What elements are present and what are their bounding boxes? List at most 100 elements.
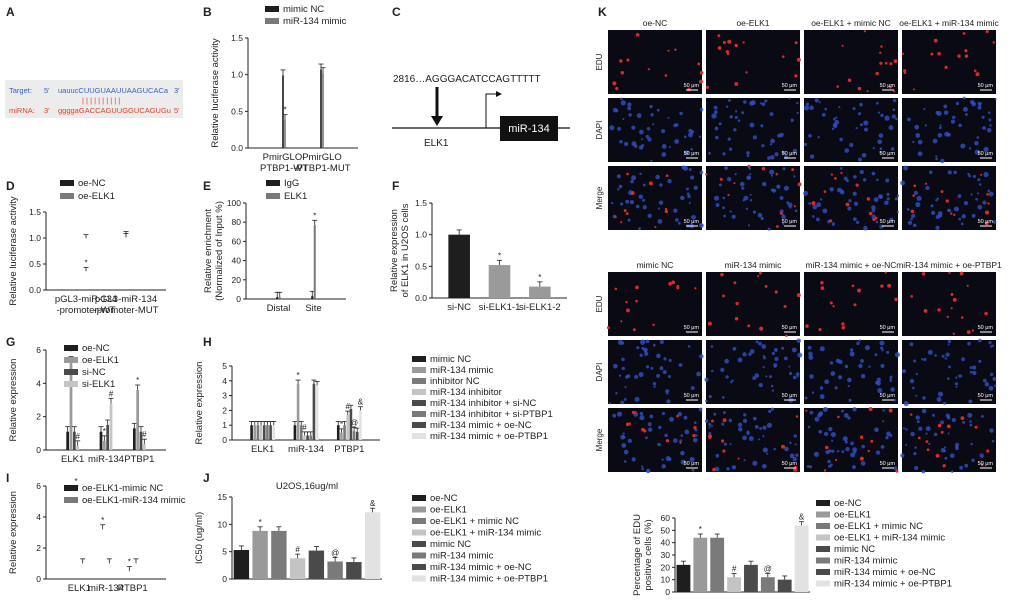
nucleus-dot [991, 439, 995, 443]
legend-label: miR-134 mimic + oe-PTBP1 [430, 431, 548, 442]
legend-swatch [266, 180, 280, 186]
nucleus-dot [928, 170, 933, 174]
edu-dot [733, 281, 737, 285]
nucleus-dot [617, 411, 623, 417]
nucleus-dot [889, 375, 893, 379]
bar [252, 530, 268, 579]
nucleus-dot [914, 124, 920, 130]
nucleus-dot [749, 193, 752, 196]
chart-i: 0 2 4 6 Relative expression * ELK1 * miR-134 * PTB… [8, 477, 186, 594]
y-tick-label: 5 [222, 547, 227, 557]
nucleus-dot [838, 106, 841, 109]
scale-label: 50 μm [684, 83, 700, 89]
significance-mark: * [498, 251, 501, 260]
nucleus-dot [994, 384, 997, 387]
edu-dot [867, 449, 870, 453]
scale-label: 50 μm [782, 83, 798, 89]
nucleus-dot [858, 363, 863, 369]
nucleus-dot [732, 346, 737, 351]
nucleus-dot [808, 133, 812, 138]
row-label: Merge [595, 186, 604, 209]
nucleus-dot [615, 109, 619, 113]
edu-dot [722, 41, 726, 45]
nucleus-dot [830, 371, 836, 376]
y-tick-label: 80 [232, 217, 242, 227]
legend-label: miR-134 inhibitor + si-PTBP1 [430, 409, 553, 420]
nucleus-dot [728, 418, 733, 423]
edu-dot [664, 74, 668, 77]
nucleus-dot [863, 120, 869, 126]
nucleus-dot [782, 167, 786, 171]
nucleus-dot [814, 416, 820, 422]
nucleus-dot [969, 370, 973, 374]
nucleus-dot [704, 377, 709, 382]
edu-dot [880, 284, 884, 288]
edu-dot [805, 324, 809, 328]
bar [253, 425, 257, 440]
bar [72, 431, 76, 450]
nucleus-dot [674, 139, 680, 144]
column-header: mimic NC [637, 260, 674, 270]
nucleus-dot [992, 377, 997, 381]
nucleus-dot [808, 354, 814, 360]
significance-mark: @ [350, 418, 358, 427]
nucleus-dot [752, 416, 757, 421]
nucleus-dot [657, 207, 660, 210]
nucleus-dot [925, 432, 928, 435]
edu-dot [630, 191, 635, 195]
nucleus-dot [658, 200, 664, 205]
nucleus-dot [825, 450, 830, 455]
edu-dot [722, 294, 725, 298]
nucleus-dot [771, 351, 775, 356]
nucleus-dot [679, 111, 683, 116]
nucleus-dot [680, 450, 685, 456]
edu-dot [614, 216, 617, 219]
edu-dot [959, 271, 964, 276]
nucleus-dot [689, 456, 695, 463]
legend-swatch [816, 569, 830, 575]
edu-dot [868, 211, 873, 216]
edu-dot [676, 414, 679, 418]
nucleus-dot [661, 152, 667, 157]
nucleus-dot [621, 366, 625, 371]
nucleus-dot [913, 452, 917, 456]
nucleus-dot [879, 147, 883, 151]
nucleus-dot [642, 183, 646, 187]
nucleus-dot [787, 202, 793, 208]
edu-dot [727, 193, 730, 197]
nucleus-dot [889, 217, 894, 222]
nucleus-dot [953, 206, 960, 212]
nucleus-dot [841, 409, 844, 413]
significance-mark: # [109, 389, 114, 398]
nucleus-dot [915, 201, 921, 208]
nucleus-dot [947, 343, 950, 346]
y-tick-label: 40 [661, 538, 671, 548]
nucleus-dot [844, 440, 848, 444]
nucleus-dot [665, 389, 670, 394]
nucleus-dot [871, 208, 876, 213]
nucleus-dot [953, 170, 957, 175]
bar [349, 408, 353, 440]
nucleus-dot [915, 415, 920, 420]
nucleus-dot [749, 199, 753, 202]
edu-dot [705, 173, 708, 176]
nucleus-dot [983, 146, 989, 153]
nucleus-dot [636, 346, 640, 350]
bar [311, 296, 314, 299]
nucleus-dot [839, 137, 843, 142]
nucleus-dot [773, 447, 776, 451]
nucleus-dot [894, 197, 899, 201]
column-header: miR-134 mimic [725, 260, 782, 270]
bar [266, 425, 269, 440]
edu-dot [829, 219, 833, 223]
nucleus-dot [797, 352, 803, 358]
y-tick-label: 0 [36, 574, 41, 584]
edu-dot [986, 193, 989, 196]
nucleus-dot [848, 398, 852, 402]
edu-dot [935, 453, 940, 458]
nucleus-dot [796, 338, 801, 343]
legend-swatch [412, 575, 426, 582]
nucleus-dot [776, 184, 781, 189]
nucleus-dot [718, 122, 722, 126]
nucleus-dot [882, 409, 885, 412]
